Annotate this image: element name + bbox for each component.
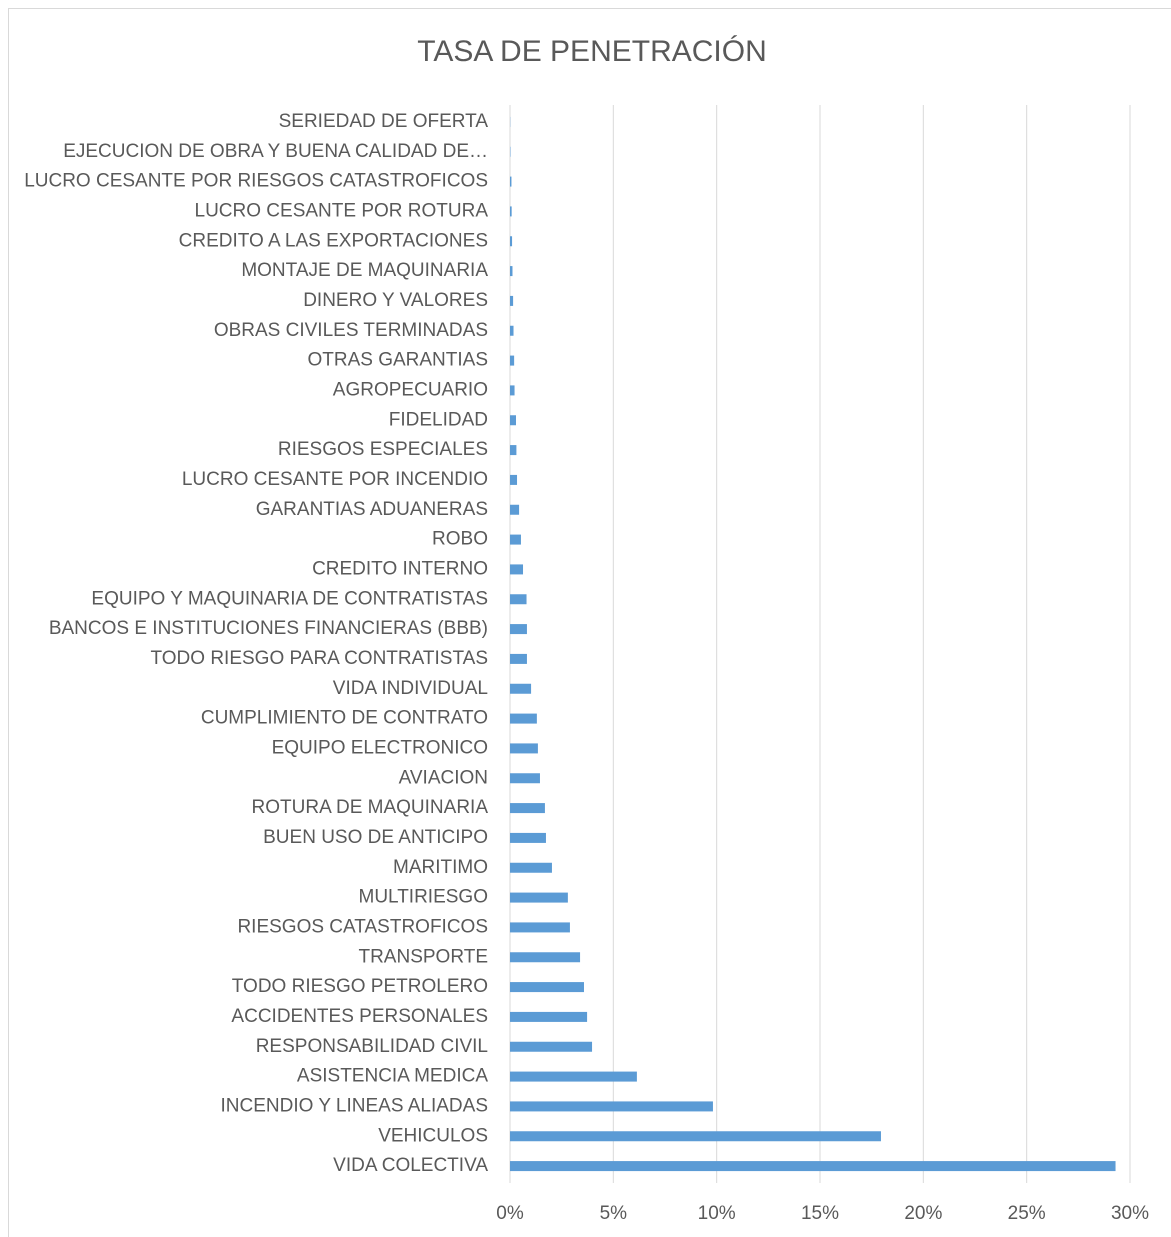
- y-tick-label: ASISTENCIA MEDICA: [297, 1066, 488, 1087]
- y-tick-label: SERIEDAD DE OFERTA: [279, 111, 489, 132]
- y-tick-label: CREDITO A LAS EXPORTACIONES: [179, 230, 488, 251]
- y-tick-label: DINERO Y VALORES: [303, 290, 488, 311]
- bar: [510, 862, 552, 873]
- chart-frame: [8, 8, 1171, 1237]
- bar: [510, 176, 512, 187]
- y-tick-label: EJECUCION DE OBRA Y BUENA CALIDAD DE…: [63, 141, 488, 162]
- bar: [510, 206, 512, 217]
- bar: [510, 982, 584, 993]
- bar: [510, 832, 546, 843]
- bar: [510, 564, 524, 575]
- x-tick-label: 10%: [698, 1203, 736, 1224]
- bar: [510, 1161, 1116, 1172]
- bar: [510, 355, 515, 366]
- y-tick-label: BANCOS E INSTITUCIONES FINANCIERAS (BBB): [49, 618, 488, 639]
- x-tick-label: 0%: [496, 1203, 524, 1224]
- bar: [510, 1011, 588, 1022]
- y-tick-label: RESPONSABILIDAD CIVIL: [256, 1036, 488, 1057]
- y-tick-label: RIESGOS CATASTROFICOS: [237, 916, 488, 937]
- bar: [510, 743, 538, 754]
- y-tick-label: ROBO: [432, 529, 488, 550]
- y-tick-label: AGROPECUARIO: [333, 379, 488, 400]
- bar: [510, 1071, 637, 1082]
- y-tick-label: ACCIDENTES PERSONALES: [231, 1006, 488, 1027]
- x-tick-label: 25%: [1008, 1203, 1046, 1224]
- y-tick-label: CUMPLIMIENTO DE CONTRATO: [201, 708, 488, 729]
- bar: [510, 1041, 593, 1052]
- y-tick-label: TODO RIESGO PETROLERO: [232, 976, 488, 997]
- bar: [510, 892, 568, 903]
- y-tick-label: EQUIPO Y MAQUINARIA DE CONTRATISTAS: [91, 588, 488, 609]
- chart-title: TASA DE PENETRACIÓN: [417, 35, 767, 68]
- bar: [510, 325, 514, 336]
- y-tick-label: OBRAS CIVILES TERMINADAS: [214, 320, 488, 341]
- bar: [510, 952, 581, 963]
- bar: [510, 1131, 881, 1142]
- y-tick-label: EQUIPO ELECTRONICO: [272, 737, 488, 758]
- bar: [510, 683, 532, 694]
- y-tick-label: MONTAJE DE MAQUINARIA: [241, 260, 488, 281]
- bar: [510, 594, 527, 605]
- y-tick-label: BUEN USO DE ANTICIPO: [263, 827, 488, 848]
- y-tick-label: TODO RIESGO PARA CONTRATISTAS: [151, 648, 488, 669]
- bar: [510, 236, 513, 247]
- x-tick-label: 15%: [801, 1203, 839, 1224]
- y-tick-label: LUCRO CESANTE POR INCENDIO: [182, 469, 488, 490]
- bar: [510, 773, 540, 784]
- y-tick-label: TRANSPORTE: [358, 946, 488, 967]
- bar: [510, 504, 520, 515]
- y-tick-label: OTRAS GARANTIAS: [307, 350, 488, 371]
- bar: [510, 534, 521, 545]
- y-tick-label: AVIACION: [399, 767, 488, 788]
- bar: [510, 1101, 713, 1112]
- y-tick-label: FIDELIDAD: [389, 409, 488, 430]
- bar: [510, 295, 514, 306]
- x-tick-label: 30%: [1111, 1203, 1149, 1224]
- y-tick-label: INCENDIO Y LINEAS ALIADAS: [220, 1095, 488, 1116]
- y-tick-label: VIDA INDIVIDUAL: [333, 678, 488, 699]
- bar: [510, 266, 513, 277]
- bar: [510, 624, 527, 635]
- bar: [510, 415, 516, 426]
- y-tick-label: GARANTIAS ADUANERAS: [256, 499, 488, 520]
- y-tick-label: MARITIMO: [393, 857, 488, 878]
- y-tick-label: LUCRO CESANTE POR RIESGOS CATASTROFICOS: [24, 171, 488, 192]
- bar: [510, 922, 570, 933]
- bar: [510, 653, 527, 664]
- bar: [510, 803, 545, 814]
- y-tick-label: VIDA COLECTIVA: [333, 1155, 488, 1176]
- bar: [510, 445, 517, 456]
- y-tick-label: MULTIRIESGO: [359, 887, 489, 908]
- x-tick-label: 20%: [904, 1203, 942, 1224]
- y-tick-label: CREDITO INTERNO: [312, 558, 488, 579]
- y-tick-label: ROTURA DE MAQUINARIA: [252, 797, 489, 818]
- bar: [510, 385, 515, 396]
- bar: [510, 713, 537, 724]
- y-tick-label: RIESGOS ESPECIALES: [278, 439, 488, 460]
- y-tick-label: LUCRO CESANTE POR ROTURA: [195, 200, 489, 221]
- x-tick-label: 5%: [600, 1203, 628, 1224]
- bar: [510, 474, 518, 485]
- y-tick-label: VEHICULOS: [378, 1125, 488, 1146]
